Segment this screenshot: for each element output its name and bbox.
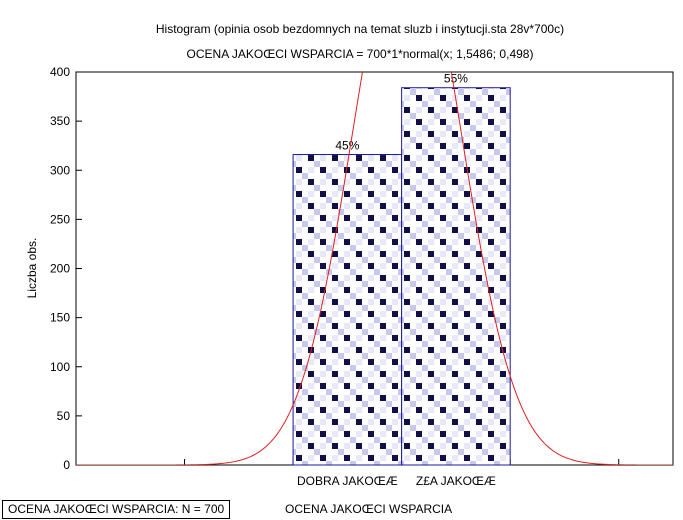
y-tick-label: 200 [50,262,70,276]
bar-labels: 45% 55% [335,72,468,153]
bars [292,87,511,466]
y-tick-label: 300 [50,163,70,177]
x-axis-label: OCENA JAKOŒCI WSPARCIA [285,502,453,516]
category-labels: DOBRA JAKOŒÆ Z£A JAKOŒÆ [297,474,496,488]
y-tick-label: 250 [50,212,70,226]
chart-title: Histogram (opinia osob bezdomnych na tem… [156,22,564,36]
bar [401,87,511,466]
chart-subtitle: OCENA JAKOŒCI WSPARCIA = 700*1*normal(x;… [187,47,534,61]
y-tick-label: 0 [63,458,70,472]
category-label: Z£A JAKOŒÆ [416,474,496,488]
bar [292,154,403,466]
y-axis-label: Liczba obs. [25,238,39,299]
y-tick-label: 50 [57,409,71,423]
y-tick-label: 350 [50,114,70,128]
category-label: DOBRA JAKOŒÆ [297,474,398,488]
y-tick-label: 150 [50,311,70,325]
y-axis: 0 50 100 150 200 250 300 350 400 [50,65,82,472]
bar-data-label: 55% [444,72,468,86]
bar-data-label: 45% [335,139,359,153]
y-tick-label: 100 [50,360,70,374]
normal-fit-curve [76,72,673,465]
y-tick-label: 400 [50,65,70,79]
sample-size-box: OCENA JAKOŒCI WSPARCIA: N = 700 [2,500,231,519]
